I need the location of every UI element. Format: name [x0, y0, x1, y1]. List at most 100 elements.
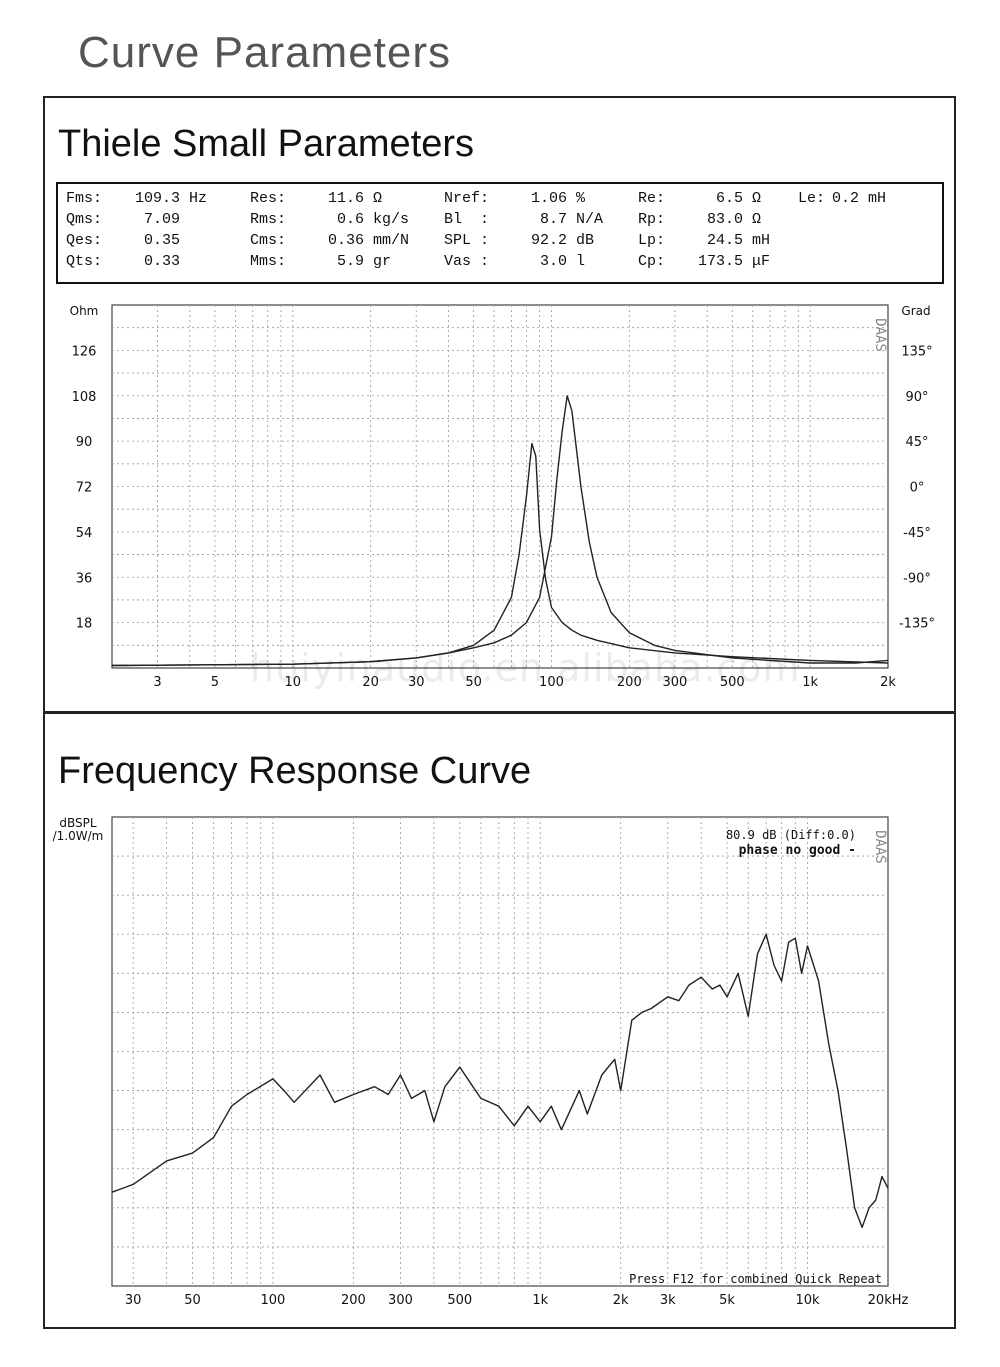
impedance-y2-tick-label: -90° [903, 571, 931, 586]
parameter-value: 0.6 [337, 211, 365, 228]
parameter-label: Le: [798, 190, 826, 207]
frequency-x-tick-label: 5k [719, 1293, 735, 1308]
frequency-x-tick-label: 1k [532, 1293, 548, 1308]
parameter-value: 8.7 [540, 211, 568, 228]
impedance-y2-tick-label: 0° [910, 481, 925, 496]
frequency-x-tick-label: 50 [184, 1293, 201, 1308]
parameter-cell: Qms: 7.09 [66, 211, 180, 228]
frequency-x-tick-label: 500 [447, 1293, 472, 1308]
fr-section-title: Frequency Response Curve [58, 750, 532, 792]
impedance-y2-tick-label: -135° [899, 617, 935, 632]
impedance-x-tick-label: 300 [662, 675, 687, 690]
parameter-cell: Cp: 173.5 μF [638, 253, 770, 270]
parameter-value: 0.2 [832, 190, 860, 207]
parameter-cell: Fms: 109.3 Hz [66, 190, 207, 207]
parameter-cell: Le: 0.2 mH [798, 190, 886, 207]
frequency-footer-hint: Press F12 for combined Quick Repeat [629, 1272, 882, 1286]
impedance-x-tick-label: 1k [802, 675, 818, 690]
parameter-label: Vas : [444, 253, 490, 270]
parameter-value: 173.5 [698, 253, 744, 270]
parameter-value: 3.0 [540, 253, 568, 270]
ts-section-title: Thiele Small Parameters [58, 123, 475, 165]
parameter-value: 0.35 [144, 232, 181, 249]
frequency-x-tick-label: 10k [795, 1293, 820, 1308]
parameter-label: Qes: [66, 232, 103, 249]
parameter-unit: l [567, 253, 586, 270]
impedance-y-unit-label: Ohm [70, 304, 99, 318]
parameter-unit: Ω [743, 190, 762, 207]
parameter-unit: dB [567, 232, 595, 249]
parameter-value: 92.2 [531, 232, 568, 249]
parameter-cell: Rms: 0.6 kg/s [250, 211, 409, 228]
impedance-brand-logo: DAAS [872, 318, 888, 352]
parameter-cell: Vas : 3.0 l [444, 253, 585, 270]
frequency-x-tick-label: 20kHz [868, 1293, 909, 1308]
parameter-cell: Qes: 0.35 [66, 232, 180, 249]
frequency-x-tick-label: 200 [341, 1293, 366, 1308]
frequency-x-tick-label: 300 [388, 1293, 413, 1308]
parameter-cell: Mms: 5.9 gr [250, 253, 391, 270]
parameter-unit: gr [364, 253, 392, 270]
parameter-cell: Nref: 1.06 % [444, 190, 585, 207]
frequency-x-tick-label: 30 [125, 1293, 142, 1308]
parameter-label: Qts: [66, 253, 103, 270]
thiele-small-panel [43, 96, 956, 714]
parameter-label: Rp: [638, 211, 666, 228]
parameter-value: 1.06 [531, 190, 568, 207]
parameter-label: Rms: [250, 211, 287, 228]
parameter-value: 0.33 [144, 253, 181, 270]
parameter-unit: N/A [567, 211, 604, 228]
impedance-x-tick-label: 100 [539, 675, 564, 690]
parameter-unit: % [567, 190, 586, 207]
frequency-readout: 80.9 dB (Diff:0.0) [726, 828, 856, 842]
parameter-cell: Rp: 83.0 Ω [638, 211, 761, 228]
impedance-x-tick-label: 3 [153, 675, 161, 690]
impedance-y-tick-label: 126 [72, 344, 97, 359]
impedance-y-tick-label: 36 [76, 571, 93, 586]
frequency-series-line [111, 933, 889, 1229]
parameter-value: 83.0 [707, 211, 744, 228]
parameter-label: SPL : [444, 232, 490, 249]
parameter-label: Cms: [250, 232, 287, 249]
parameter-unit: mH [743, 232, 771, 249]
frequency-x-tick-label: 3k [660, 1293, 676, 1308]
parameter-value: 24.5 [707, 232, 744, 249]
impedance-y-tick-label: 54 [76, 526, 93, 541]
impedance-y2-tick-label: 45° [905, 435, 928, 450]
parameter-value: 0.36 [328, 232, 365, 249]
parameter-table: Fms: 109.3 Hz Qms: 7.09 Qes: 0.35 Qts: 0.33 Res:… [56, 182, 944, 284]
parameter-cell: Lp: 24.5 mH [638, 232, 770, 249]
parameter-label: Fms: [66, 190, 103, 207]
impedance-y2-tick-label: 135° [901, 344, 932, 359]
impedance-x-tick-label: 30 [408, 675, 425, 690]
parameter-unit: mm/N [364, 232, 410, 249]
impedance-series-line [111, 395, 889, 667]
impedance-y-tick-label: 90 [76, 435, 93, 450]
frequency-x-tick-label: 2k [613, 1293, 629, 1308]
parameter-label: Nref: [444, 190, 490, 207]
page-title: Curve Parameters [78, 28, 452, 77]
parameter-value: 5.9 [337, 253, 365, 270]
impedance-x-tick-label: 50 [465, 675, 482, 690]
parameter-unit: Ω [364, 190, 383, 207]
impedance-y2-unit-label: Grad [901, 304, 930, 318]
parameter-label: Cp: [638, 253, 666, 270]
parameter-unit: kg/s [364, 211, 410, 228]
frequency-status: phase no good - [739, 843, 856, 858]
impedance-x-tick-label: 20 [362, 675, 379, 690]
impedance-y-tick-label: 108 [72, 390, 97, 405]
impedance-x-tick-label: 500 [720, 675, 745, 690]
parameter-cell: Re: 6.5 Ω [638, 190, 761, 207]
parameter-label: Qms: [66, 211, 103, 228]
parameter-cell: Qts: 0.33 [66, 253, 180, 270]
watermark-text: huiyinaudio.en.alibaba.com [250, 646, 801, 690]
impedance-y-tick-label: 18 [76, 617, 93, 632]
parameter-unit: Hz [180, 190, 208, 207]
frequency-response-panel [43, 711, 956, 1329]
parameter-cell: SPL : 92.2 dB [444, 232, 594, 249]
parameter-unit: mH [859, 190, 887, 207]
impedance-x-tick-label: 5 [211, 675, 219, 690]
parameter-unit: Ω [743, 211, 762, 228]
parameter-label: Re: [638, 190, 666, 207]
